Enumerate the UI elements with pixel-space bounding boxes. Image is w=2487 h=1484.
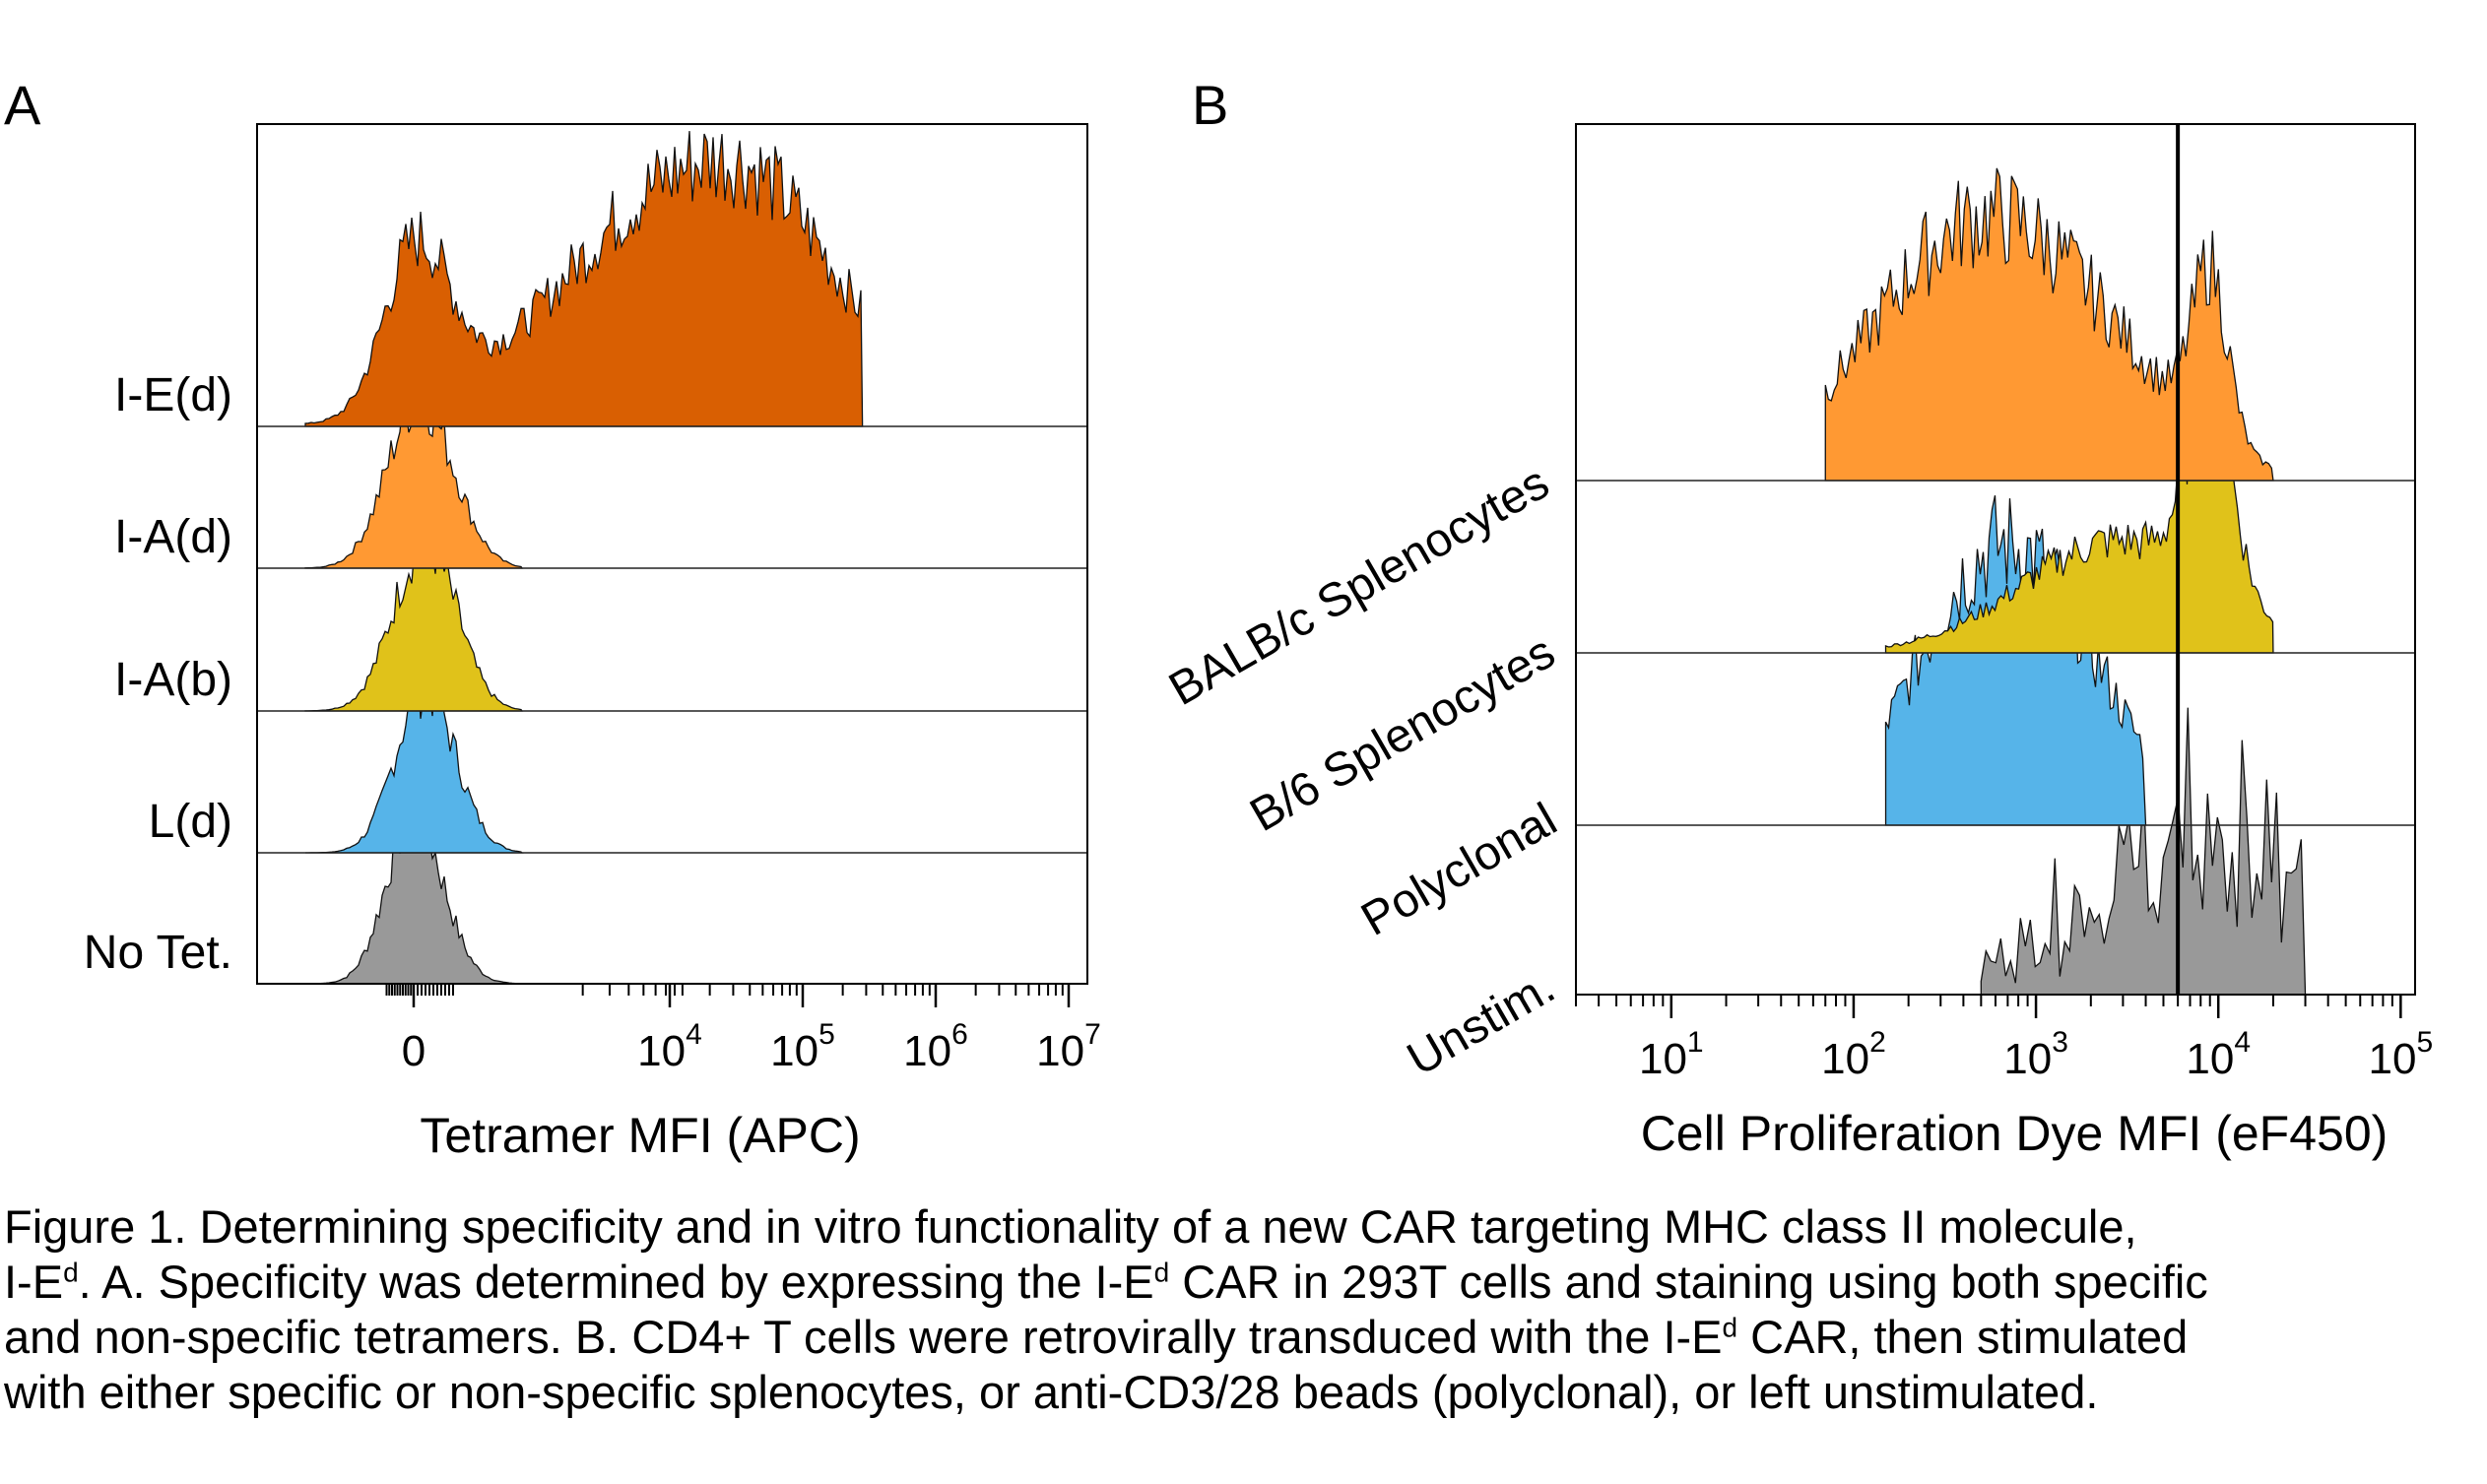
caption-line-3: and non-specific tetramers. B. CD4+ T ce…: [4, 1310, 2481, 1365]
x-tick-label: 103: [2003, 1026, 2068, 1083]
panel-a-row-labels: I-E(d) I-A(d) I-A(b) L(d) No Tet.: [84, 369, 232, 979]
x-tick-label: 105: [770, 1018, 835, 1075]
caption-text: CAR in 293T cells and staining using bot…: [1169, 1256, 2208, 1308]
panel-a-x-axis-title: Tetramer MFI (APC): [420, 1108, 860, 1163]
x-tick-label: 0: [402, 1027, 425, 1075]
panel-a-x-tick-labels: 0 104 105 106 107: [402, 1018, 1101, 1075]
figure-caption: Figure 1. Determining specificity and in…: [4, 1199, 2481, 1420]
caption-superscript: d: [1722, 1312, 1738, 1343]
caption-line-4: with either specific or non-specific spl…: [4, 1366, 2099, 1418]
panel-a-histograms: [304, 131, 864, 985]
caption-text: CAR, then stimulated: [1737, 1311, 2189, 1363]
panel-b-chart: 101 102 103 104 105 Cell Proliferation Dye M…: [1160, 123, 2433, 1161]
panel-b-histograms: [1824, 167, 2307, 996]
caption-text: . A. Specificity was determined by expre…: [78, 1256, 1154, 1308]
panel-b-x-axis-title: Cell Proliferation Dye MFI (eF450): [1641, 1106, 2389, 1161]
panel-b-x-ticks: [1575, 995, 2402, 1018]
row-label: Unstim.: [1399, 961, 1563, 1086]
caption-line-1: Figure 1. Determining specificity and in…: [4, 1200, 2137, 1253]
panel-b-letter: B: [1192, 74, 1228, 136]
figure: A B 0 104 105 106 107 Tetramer MFI (APC) I-E…: [4, 74, 2433, 1163]
caption-text: I-E: [4, 1256, 64, 1308]
panel-a-frame: [256, 123, 1088, 985]
panel-a-x-ticks: [385, 984, 1071, 1007]
x-tick-label: 107: [1036, 1018, 1101, 1075]
histogram-balb-c-splenocytes: [1824, 167, 2274, 482]
row-label: I-E(d): [114, 369, 232, 421]
x-tick-label: 106: [903, 1018, 968, 1075]
x-tick-label: 104: [2186, 1026, 2251, 1083]
caption-line-2: I-Ed. A. Specificity was determined by e…: [4, 1255, 2481, 1310]
row-label: No Tet.: [84, 927, 232, 979]
panel-b-x-tick-labels: 101 102 103 104 105: [1639, 1026, 2433, 1083]
caption-text: and non-specific tetramers. B. CD4+ T ce…: [4, 1311, 1723, 1363]
row-label: I-A(b): [114, 654, 232, 706]
x-tick-label: 101: [1639, 1026, 1704, 1083]
x-tick-label: 102: [1821, 1026, 1886, 1083]
histogram-i-e-d-: [304, 131, 864, 427]
caption-superscript: d: [63, 1257, 79, 1288]
x-tick-label: 105: [2369, 1026, 2434, 1083]
panel-a-letter: A: [4, 74, 41, 136]
histogram-polyclonal: [1884, 494, 2147, 826]
row-label: Polyclonal: [1353, 794, 1566, 946]
caption-superscript: d: [1153, 1257, 1170, 1288]
row-label: I-A(d): [114, 511, 232, 563]
panel-b-baselines: [1576, 480, 2415, 826]
x-tick-label: 104: [637, 1018, 702, 1075]
row-label: L(d): [149, 796, 232, 848]
panel-a-chart: 0 104 105 106 107 Tetramer MFI (APC) I-E(d)I…: [84, 123, 1101, 1163]
